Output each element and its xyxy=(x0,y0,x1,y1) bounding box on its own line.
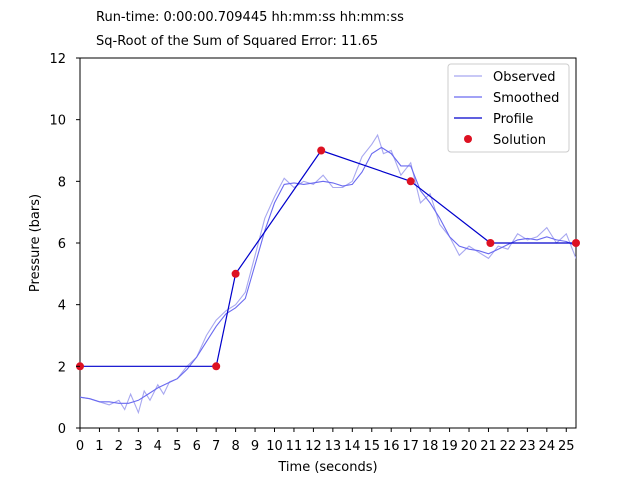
x-tick-label: 12 xyxy=(305,439,322,454)
x-tick-label: 2 xyxy=(115,439,123,454)
solution-point xyxy=(212,362,221,371)
y-tick-label: 12 xyxy=(49,52,66,67)
x-tick-label: 5 xyxy=(173,439,181,454)
x-tick-label: 11 xyxy=(286,439,303,454)
y-axis-label: Pressure (bars) xyxy=(28,194,43,292)
x-tick-label: 10 xyxy=(266,439,283,454)
x-tick-label: 13 xyxy=(325,439,342,454)
x-tick-label: 1 xyxy=(95,439,103,454)
observed-series-line xyxy=(80,133,576,415)
x-tick-label: 3 xyxy=(134,439,142,454)
x-tick-label: 9 xyxy=(251,439,259,454)
x-tick-label: 4 xyxy=(154,439,162,454)
x-tick-label: 22 xyxy=(500,439,517,454)
y-tick-label: 0 xyxy=(58,422,66,437)
x-tick-label: 18 xyxy=(422,439,439,454)
x-tick-label: 7 xyxy=(212,439,220,454)
solution-point xyxy=(572,239,580,247)
x-tick-label: 0 xyxy=(76,439,84,454)
solution-point xyxy=(486,239,495,247)
legend-label-profile: Profile xyxy=(493,112,533,127)
smoothed-series-line xyxy=(80,146,576,404)
x-tick-label: 6 xyxy=(193,439,201,454)
legend-label-solution: Solution xyxy=(493,133,546,148)
solution-point xyxy=(317,146,326,155)
x-tick-label: 14 xyxy=(344,439,361,454)
runtime-annotation: Run-time: 0:00:00.709445 hh:mm:ss hh:mm:… xyxy=(96,10,404,25)
y-tick-label: 6 xyxy=(58,237,66,252)
x-tick-label: 24 xyxy=(539,439,556,454)
x-tick-label: 8 xyxy=(231,439,239,454)
y-tick-label: 4 xyxy=(58,299,66,314)
y-tick-label: 8 xyxy=(58,175,66,190)
legend-box xyxy=(447,63,570,153)
x-tick-label: 25 xyxy=(558,439,575,454)
series-layer xyxy=(76,133,580,415)
legend-label-observed: Observed xyxy=(493,70,556,85)
legend-label-smoothed: Smoothed xyxy=(493,91,559,106)
ticks-layer: 0 1 2 3 4 5 6 7 8 9 10 11 12 13 14 15 16 17 18 19 20 21 22 23 24… xyxy=(49,52,574,454)
legend: Observed Smoothed Profile Solution xyxy=(447,63,570,153)
legend-swatch-solution xyxy=(464,135,472,143)
x-tick-label: 17 xyxy=(402,439,419,454)
x-axis-label: Time (seconds) xyxy=(277,460,377,475)
x-tick-label: 20 xyxy=(461,439,478,454)
x-tick-label: 19 xyxy=(441,439,458,454)
y-tick-label: 2 xyxy=(58,360,66,375)
x-tick-label: 23 xyxy=(519,439,536,454)
solution-point xyxy=(231,269,240,278)
x-tick-label: 16 xyxy=(383,439,400,454)
x-tick-label: 21 xyxy=(480,439,497,454)
solution-point xyxy=(406,177,415,186)
error-annotation: Sq-Root of the Sum of Squared Error: 11.… xyxy=(96,34,379,49)
x-tick-label: 15 xyxy=(363,439,380,454)
y-tick-label: 10 xyxy=(49,114,66,129)
